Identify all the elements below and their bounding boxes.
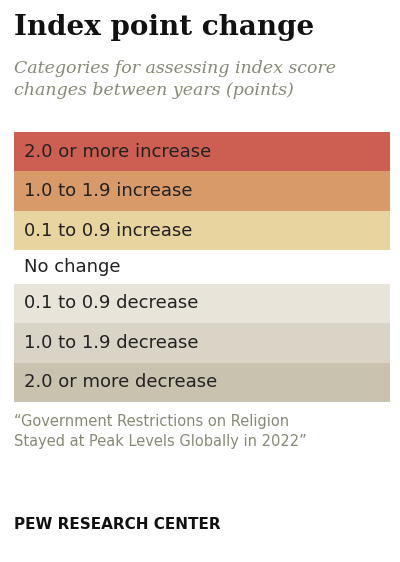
Bar — [14, 132, 390, 171]
Bar — [14, 284, 390, 323]
Text: 2.0 or more decrease: 2.0 or more decrease — [24, 373, 217, 391]
Text: “Government Restrictions on Religion
Stayed at Peak Levels Globally in 2022”: “Government Restrictions on Religion Sta… — [14, 414, 307, 449]
Text: No change: No change — [24, 258, 120, 276]
Bar — [14, 211, 390, 250]
Bar — [14, 362, 390, 402]
Text: 2.0 or more increase: 2.0 or more increase — [24, 143, 211, 161]
Bar — [14, 171, 390, 211]
Text: Index point change: Index point change — [14, 14, 314, 41]
Text: Categories for assessing index score
changes between years (points): Categories for assessing index score cha… — [14, 60, 336, 98]
Text: PEW RESEARCH CENTER: PEW RESEARCH CENTER — [14, 517, 221, 532]
Text: 0.1 to 0.9 decrease: 0.1 to 0.9 decrease — [24, 294, 198, 312]
Text: 0.1 to 0.9 increase: 0.1 to 0.9 increase — [24, 221, 192, 239]
Text: 1.0 to 1.9 increase: 1.0 to 1.9 increase — [24, 182, 192, 200]
Text: 1.0 to 1.9 decrease: 1.0 to 1.9 decrease — [24, 334, 198, 352]
Bar — [14, 323, 390, 362]
